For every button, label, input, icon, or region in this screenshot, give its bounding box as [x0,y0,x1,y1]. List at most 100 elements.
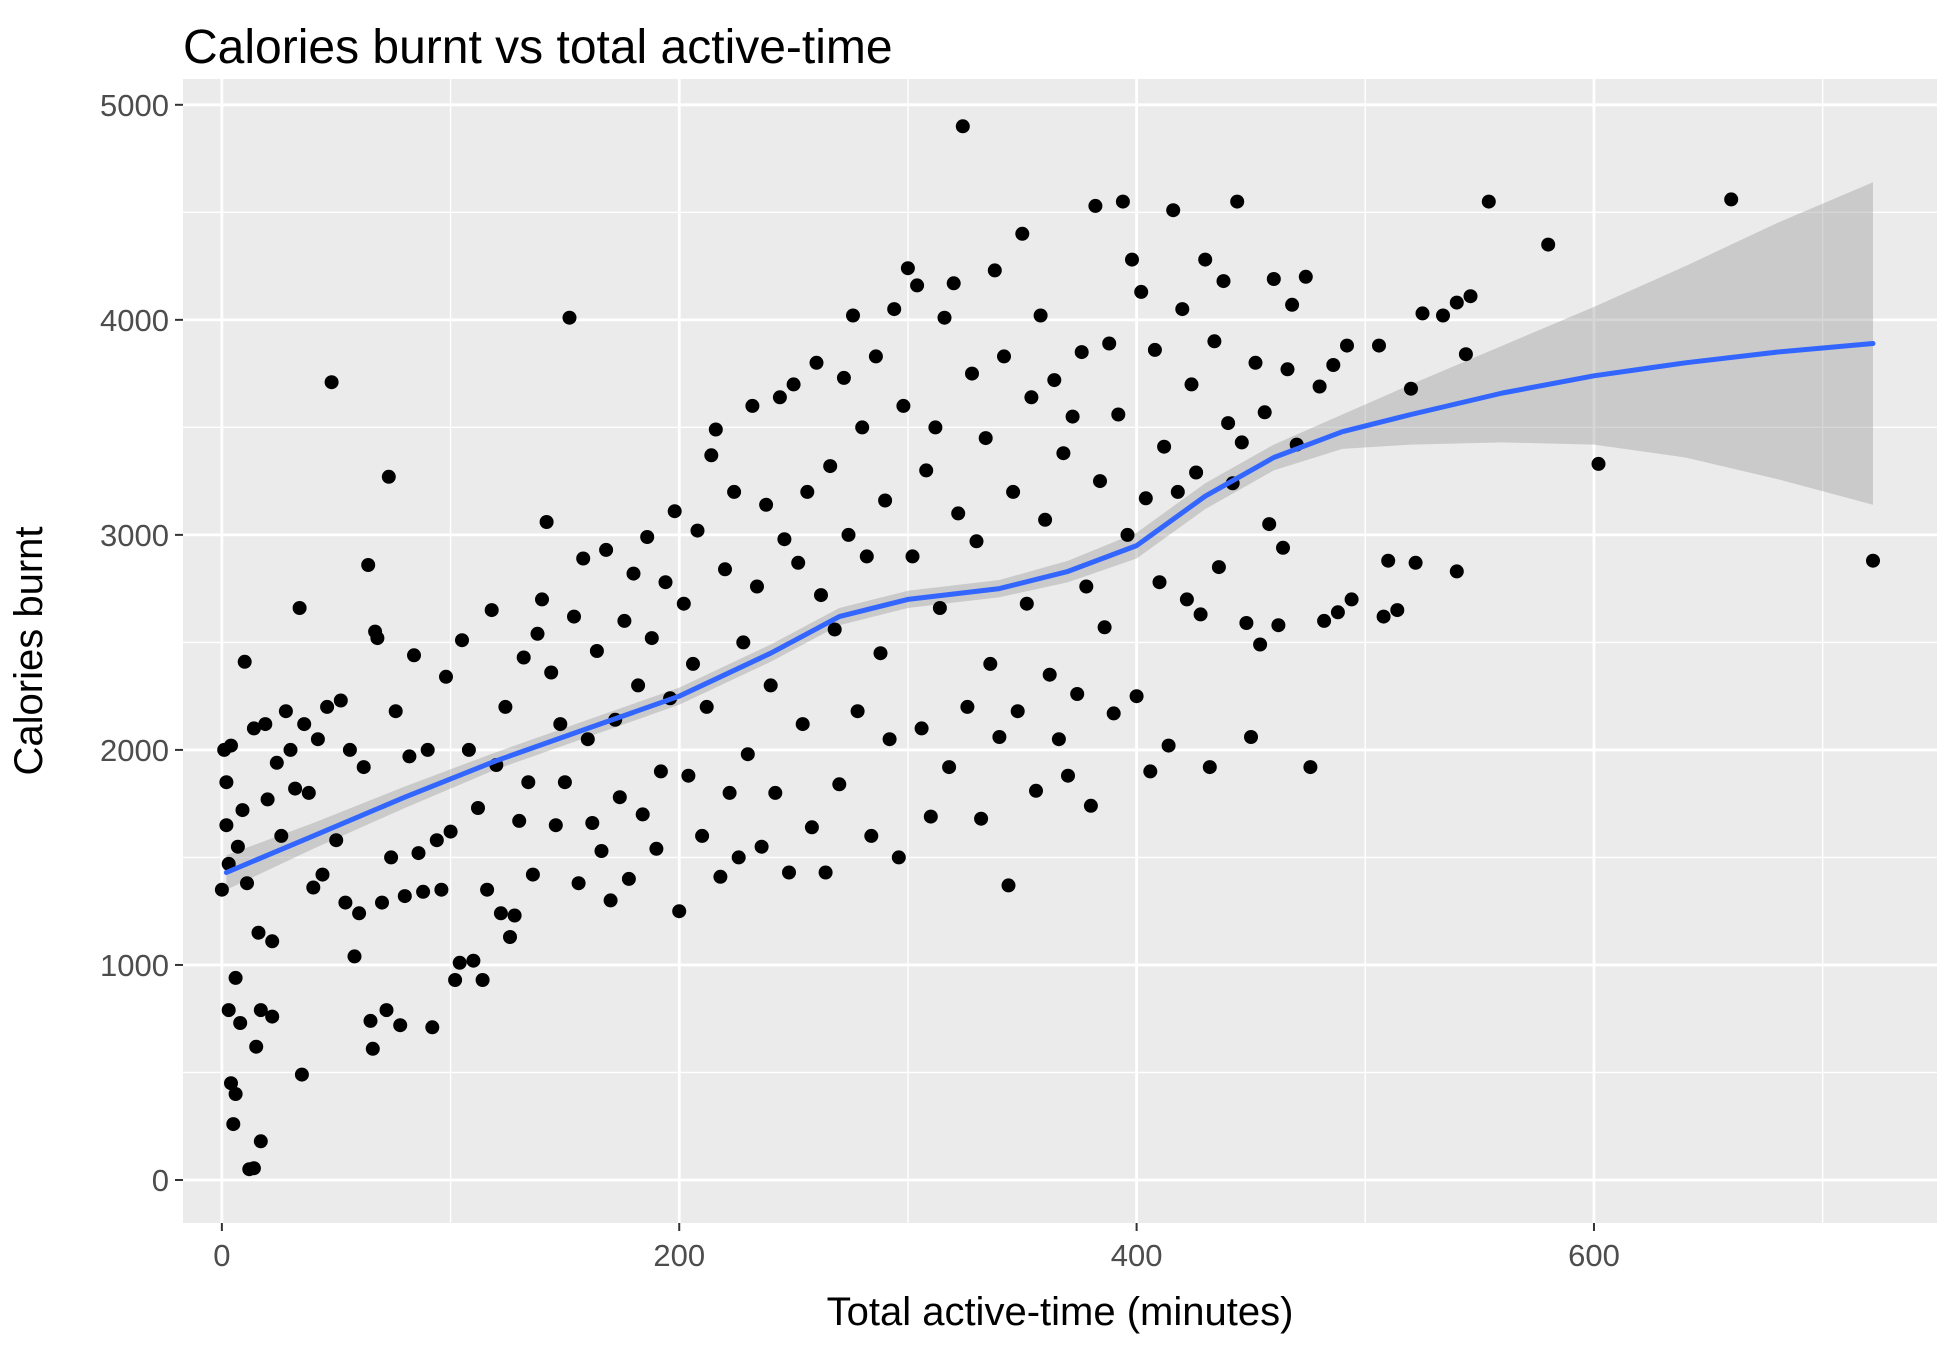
data-point [1138,491,1153,506]
data-point [818,865,833,880]
data-point [727,484,742,499]
data-point [420,742,435,757]
data-point [809,355,824,370]
data-point [841,527,856,542]
data-point [539,515,554,529]
data-point [233,1016,248,1030]
data-point [1102,336,1117,351]
data-point [251,925,266,940]
data-point [1303,760,1318,775]
data-point [1253,637,1268,652]
data-point [1179,592,1194,607]
data-point [617,613,632,628]
x-axis-title: Total active-time (minutes) [827,1290,1294,1334]
data-point [951,506,966,521]
data-point [429,833,444,848]
data-point [1193,607,1208,622]
data-point [297,717,312,732]
data-point [708,422,723,437]
data-point [484,603,499,618]
data-point [269,755,284,770]
data-point [777,532,792,547]
panel-background [183,79,1937,1223]
data-point [923,809,938,824]
data-point [983,656,998,671]
data-point [974,811,989,826]
data-point [640,530,655,544]
data-point [942,760,957,775]
data-point [294,1067,309,1082]
data-point [1125,252,1139,267]
data-point [1415,306,1430,321]
data-point [370,631,385,646]
data-point [393,1018,408,1033]
data-point [535,592,549,607]
data-point [407,648,421,663]
data-point [246,1161,261,1176]
data-points-layer [214,119,1880,1177]
data-point [363,1013,378,1028]
data-point [562,310,577,325]
data-point [631,678,646,693]
data-point [946,276,961,291]
data-point [228,1087,243,1101]
data-point [1061,768,1075,783]
data-point [1010,704,1025,719]
data-point [219,775,234,790]
data-point [768,785,783,800]
data-point [521,775,536,790]
data-point [1211,560,1226,575]
data-point [235,803,250,818]
y-tick-label: 5000 [100,88,169,123]
data-point [1372,338,1386,353]
x-tick-label: 600 [1568,1238,1620,1273]
data-point [224,738,238,753]
data-point [864,828,879,843]
data-point [804,820,819,835]
data-point [832,777,847,792]
data-point [278,704,293,719]
data-point [599,542,614,557]
data-point [1033,308,1048,323]
data-point [439,669,453,684]
data-point [1097,620,1112,635]
data-point [1330,605,1345,620]
data-point [455,633,469,648]
data-point [356,760,371,775]
data-point [1271,618,1286,633]
data-point [704,448,719,463]
data-point [425,1020,440,1035]
data-point [1340,338,1354,353]
data-point [384,850,399,865]
data-point [397,889,412,904]
data-point [1006,484,1021,499]
data-point [388,704,403,719]
data-point [1463,289,1478,304]
data-point [1184,377,1199,392]
data-point [681,768,696,783]
data-point [1221,416,1236,431]
data-point [686,656,700,671]
data-point [1285,297,1300,312]
data-point [461,742,476,757]
data-point [827,622,842,637]
data-point [772,390,787,405]
data-point [381,469,396,484]
y-tick-label: 0 [152,1163,169,1198]
data-point [315,867,330,882]
data-point [1042,667,1057,682]
data-point [306,880,321,895]
data-point [887,302,902,317]
data-point [283,742,298,757]
data-point [836,370,851,385]
data-point [992,730,1007,744]
data-point [635,807,650,822]
data-point [914,721,929,736]
data-point [338,895,353,910]
data-point [676,596,691,611]
data-point [516,650,531,665]
y-tick-label: 2000 [100,733,169,768]
data-point [937,310,952,325]
